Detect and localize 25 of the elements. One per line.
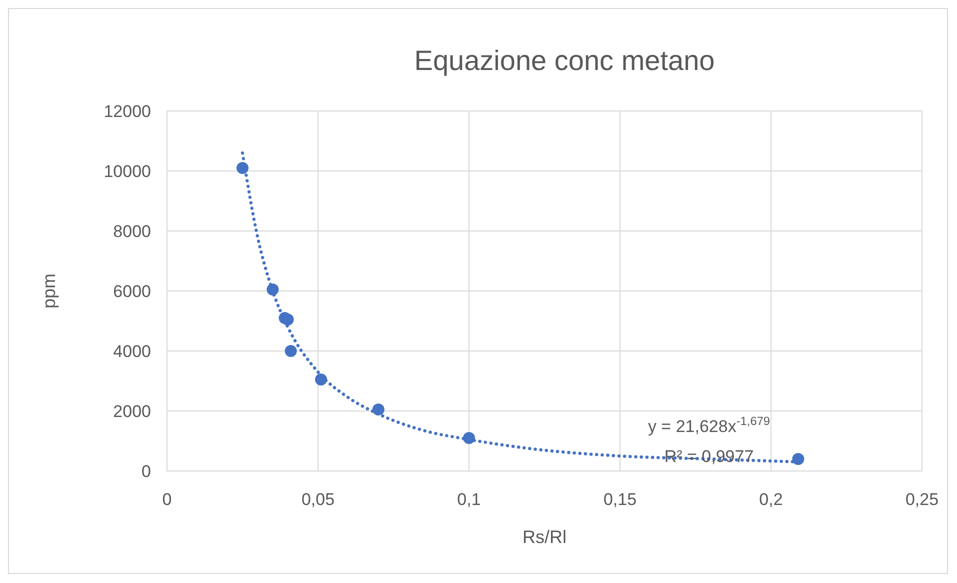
point [284,345,297,357]
point [266,284,279,296]
y-axis-title: ppm [39,273,59,309]
x-tick-label: 0,15 [603,490,637,509]
x-tick-label: 0,05 [301,490,335,509]
y-tick-label: 2000 [113,402,151,421]
y-tick-label: 8000 [113,222,151,241]
point [372,404,384,416]
x-tick-label: 0,25 [905,490,939,509]
x-tick-label: 0,1 [457,490,481,509]
x-tick-label: 0 [162,490,172,509]
annotation: y = 21,628x$^{-1,679}$ [648,414,770,436]
y-tick-label: 12000 [104,102,151,121]
x-axis-title: Rs/Rl [522,527,566,547]
y-tick-label: 4000 [113,342,151,361]
y-tick-label: 0 [142,462,151,481]
point [236,162,248,174]
point [315,374,328,386]
point [792,453,804,465]
point [463,432,475,444]
y-tick-label: 6000 [113,282,151,301]
x-tick-label: 0,2 [759,490,783,509]
y-tick-label: 10000 [104,162,151,181]
annotation: R² = 0,9977 [664,447,754,466]
chart-title: Equazione conc metano [414,45,715,76]
